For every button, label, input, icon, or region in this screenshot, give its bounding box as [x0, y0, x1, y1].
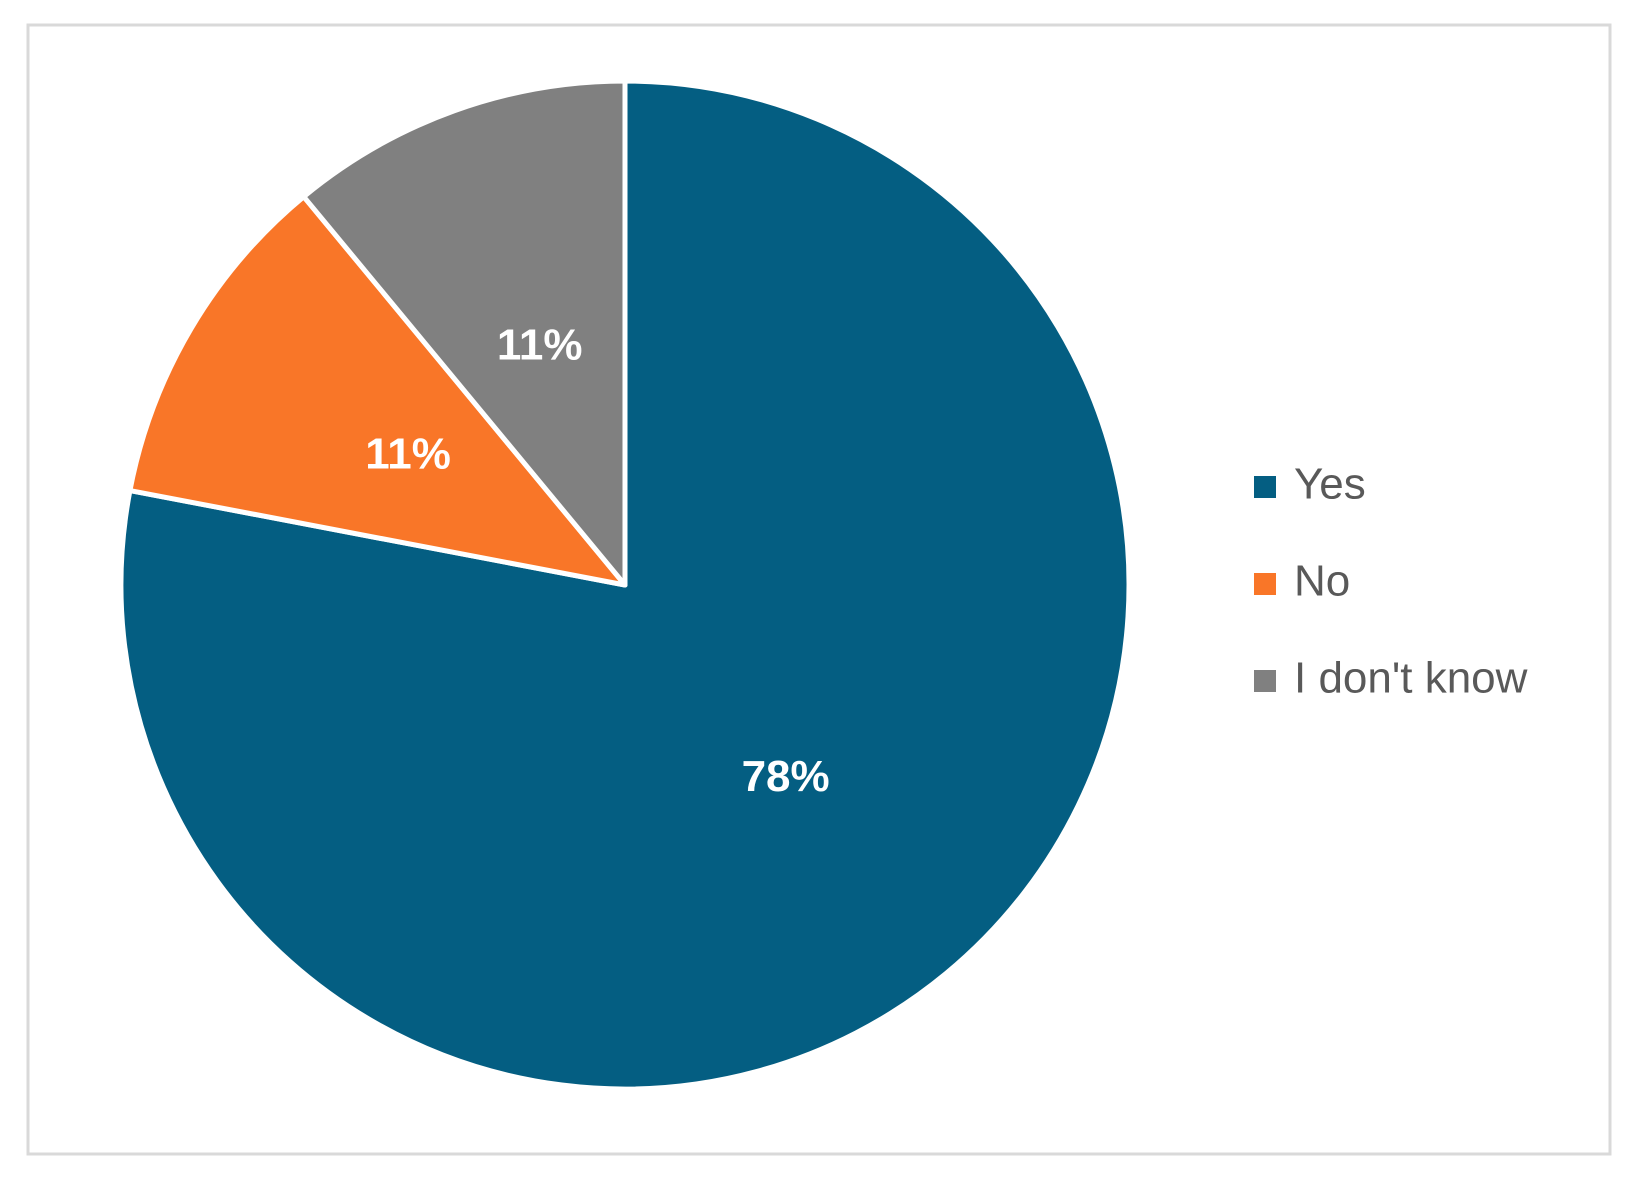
legend-label: Yes — [1294, 460, 1366, 509]
legend-label: No — [1294, 557, 1350, 606]
pie-slice — [118, 78, 1132, 1092]
legend-swatch — [1254, 670, 1276, 692]
value-label: 78% — [742, 752, 830, 801]
value-label: 11% — [497, 321, 583, 370]
pie-slice — [301, 78, 628, 588]
legend-swatch — [1254, 476, 1276, 498]
legend-label: I don't know — [1294, 654, 1528, 703]
pie-slice — [127, 194, 628, 588]
legend-swatch — [1254, 573, 1276, 595]
value-label: 11% — [365, 429, 451, 478]
